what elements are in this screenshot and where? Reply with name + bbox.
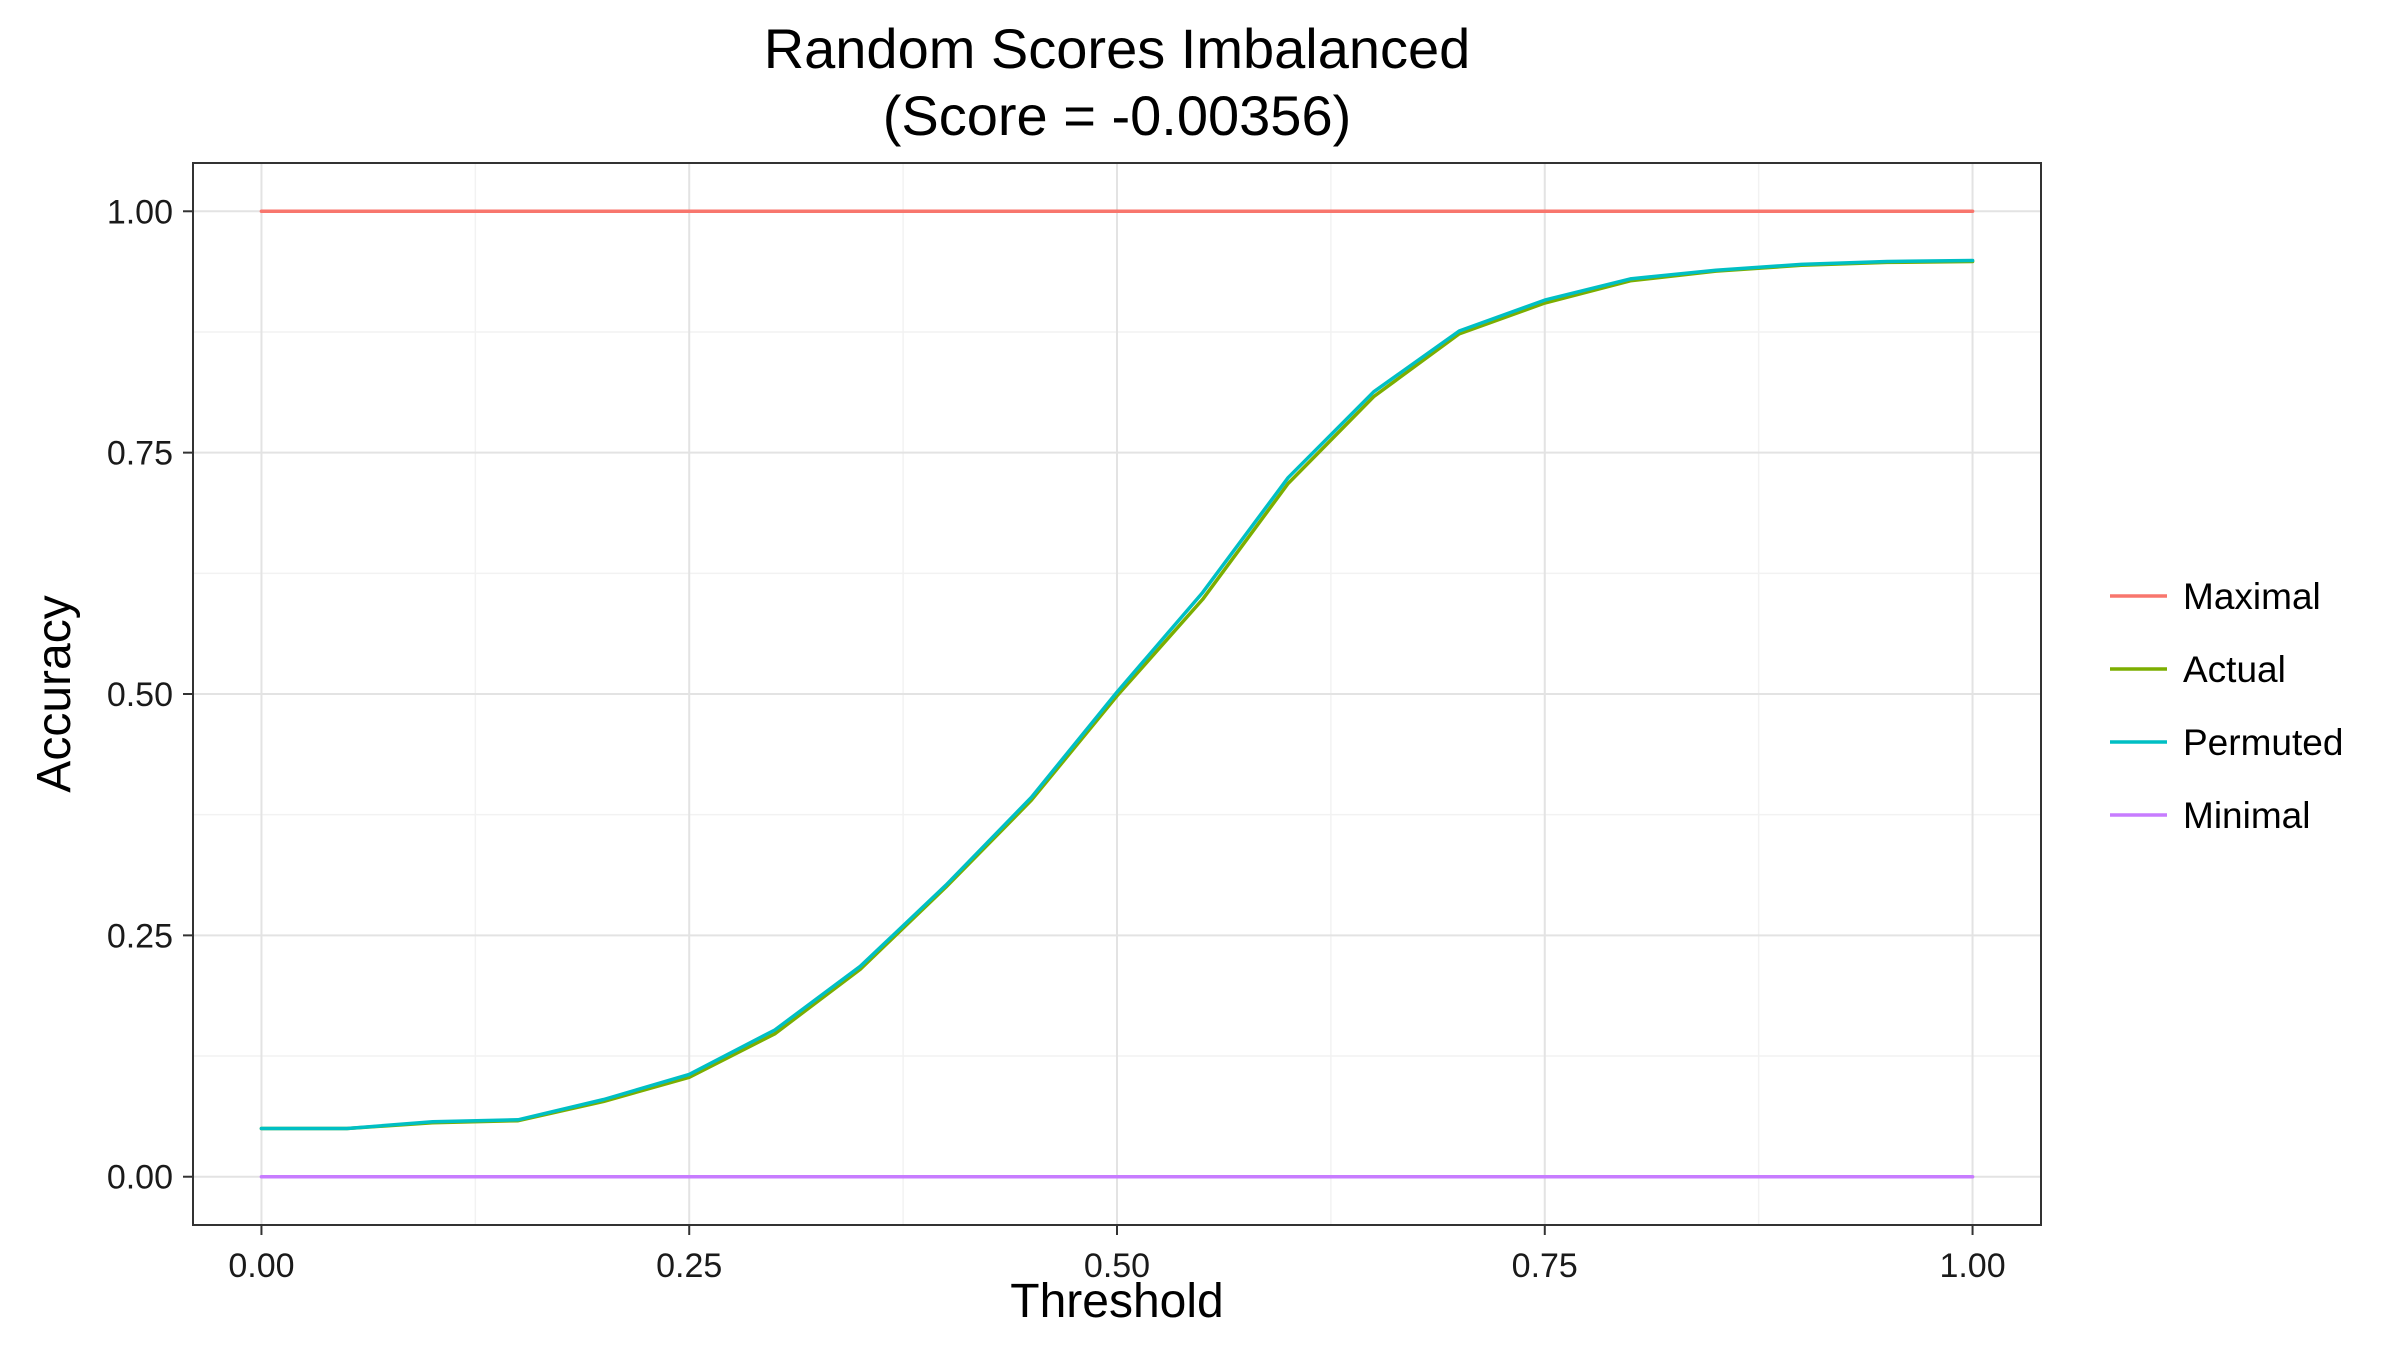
legend-label-maximal: Maximal <box>2183 576 2321 617</box>
series-lines <box>259 209 1975 1179</box>
chart-title: Random Scores Imbalanced <box>764 17 1471 80</box>
y-tick-label: 1.00 <box>107 193 173 231</box>
x-tick-label: 0.25 <box>656 1247 722 1285</box>
y-tick-label: 0.00 <box>107 1159 173 1197</box>
y-axis: 0.00 0.25 0.50 0.75 1.00 <box>107 193 193 1197</box>
y-axis-title: Accuracy <box>28 595 81 792</box>
y-tick-label: 0.50 <box>107 676 173 714</box>
series-line-permuted <box>259 258 1975 1131</box>
x-tick-label: 0.50 <box>1084 1247 1150 1285</box>
legend-label-minimal: Minimal <box>2183 795 2310 836</box>
legend-label-permuted: Permuted <box>2183 722 2343 763</box>
x-tick-label: 0.75 <box>1512 1247 1578 1285</box>
y-tick-label: 0.75 <box>107 435 173 473</box>
x-tick-label: 0.00 <box>228 1247 294 1285</box>
y-tick-label: 0.25 <box>107 917 173 955</box>
x-axis-title: Threshold <box>1010 1275 1223 1328</box>
chart-subtitle: (Score = -0.00356) <box>883 84 1351 147</box>
x-axis: 0.00 0.25 0.50 0.75 1.00 <box>228 1225 2006 1285</box>
legend-label-actual: Actual <box>2183 649 2286 690</box>
x-tick-label: 1.00 <box>1939 1247 2005 1285</box>
legend: Maximal Actual Permuted Minimal <box>2110 576 2343 836</box>
